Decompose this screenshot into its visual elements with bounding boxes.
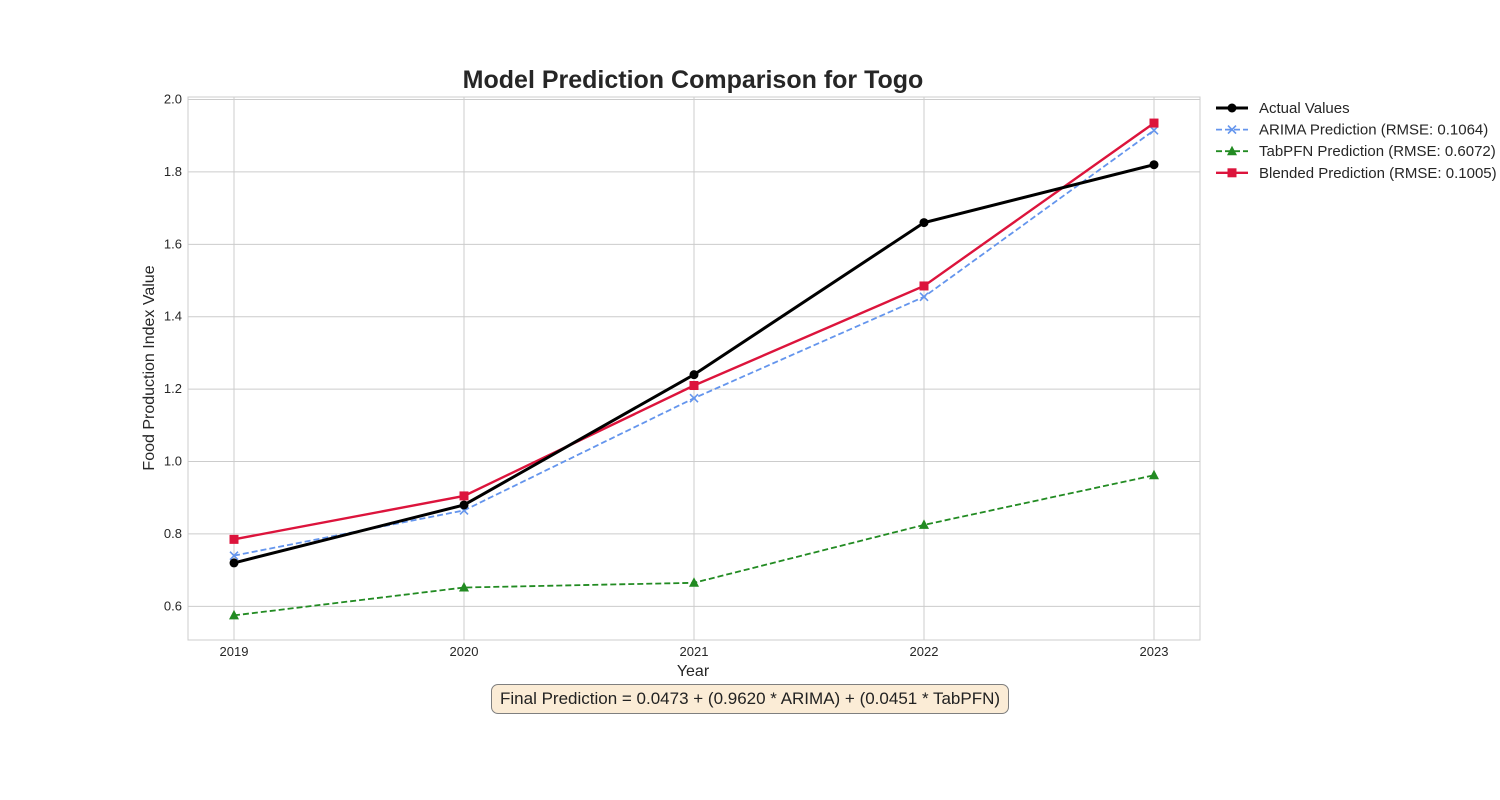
- x-axis-label: Year: [677, 663, 710, 680]
- y-tick-label: 1.6: [164, 236, 182, 251]
- y-tick-label: 1.2: [164, 381, 182, 396]
- formula-annotation: Final Prediction = 0.0473 + (0.9620 * AR…: [491, 684, 1010, 714]
- legend-marker: [1227, 103, 1237, 113]
- data-point-actual: [919, 218, 929, 228]
- data-point-tabpfn: [1149, 469, 1159, 480]
- data-point-arima: [689, 393, 699, 403]
- data-point-blended: [689, 381, 699, 391]
- legend: Actual Values ARIMA Prediction (RMSE: 0.1…: [1216, 100, 1497, 182]
- legend-label: TabPFN Prediction (RMSE: 0.6072): [1259, 143, 1496, 160]
- legend-label: Actual Values: [1259, 100, 1350, 117]
- y-tick-label: 1.4: [164, 309, 182, 324]
- x-tick-label: 2020: [450, 644, 479, 659]
- data-point-tabpfn: [689, 577, 699, 587]
- x-tick-label: 2023: [1140, 644, 1169, 659]
- series-group: [229, 118, 1159, 620]
- y-tick-label: 1.0: [164, 454, 182, 469]
- y-axis-label: Food Production Index Value: [141, 265, 158, 470]
- data-point-actual: [1149, 160, 1159, 170]
- y-tick-label: 0.8: [164, 526, 182, 541]
- grid-lines: [188, 97, 1200, 640]
- x-axis-ticks: 2019 2020 2021 2022 2023: [220, 644, 1169, 659]
- y-axis-ticks: 0.6 0.8 1.0 1.2 1.4 1.6 1.8 2.0: [164, 92, 182, 614]
- legend-item-actual: Actual Values: [1216, 100, 1350, 117]
- legend-label: Blended Prediction (RMSE: 0.1005): [1259, 165, 1497, 182]
- data-point-tabpfn: [229, 609, 239, 620]
- legend-marker: [1227, 125, 1237, 135]
- x-tick-label: 2022: [910, 644, 939, 659]
- data-point-arima: [919, 292, 929, 302]
- data-point-tabpfn: [919, 519, 929, 529]
- data-point-tabpfn: [459, 582, 469, 592]
- chart-title: Model Prediction Comparison for Togo: [463, 66, 924, 94]
- x-tick-label: 2021: [680, 644, 709, 659]
- legend-marker: [1227, 168, 1237, 178]
- y-tick-label: 0.6: [164, 598, 182, 613]
- x-tick-label: 2019: [220, 644, 249, 659]
- legend-label: ARIMA Prediction (RMSE: 0.1064): [1259, 122, 1488, 139]
- legend-item-tabpfn: TabPFN Prediction (RMSE: 0.6072): [1216, 143, 1496, 160]
- formula-text: Final Prediction = 0.0473 + (0.9620 * AR…: [500, 689, 1001, 708]
- data-point-actual: [229, 558, 239, 568]
- data-point-blended: [919, 281, 929, 291]
- data-point-actual: [459, 500, 469, 510]
- legend-item-arima: ARIMA Prediction (RMSE: 0.1064): [1216, 122, 1488, 139]
- y-tick-label: 2.0: [164, 92, 182, 107]
- legend-marker: [1227, 145, 1237, 156]
- legend-item-blended: Blended Prediction (RMSE: 0.1005): [1216, 165, 1497, 182]
- data-point-blended: [1149, 118, 1159, 128]
- series-tabpfn: [229, 469, 1159, 620]
- data-point-arima: [229, 551, 239, 561]
- y-tick-label: 1.8: [164, 164, 182, 179]
- data-point-actual: [689, 370, 699, 380]
- data-point-blended: [229, 534, 239, 544]
- data-point-arima: [1149, 125, 1159, 135]
- series-actual: [229, 160, 1159, 568]
- data-point-blended: [459, 491, 469, 501]
- series-blended: [229, 118, 1159, 544]
